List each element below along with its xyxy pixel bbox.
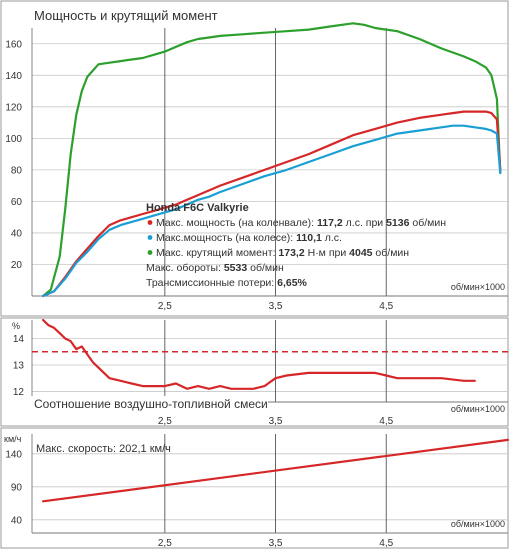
- legend-entry-suffix: об/мин: [373, 247, 410, 259]
- legend-items: Макс. мощность (на коленвале): 117,2 л.с…: [146, 217, 446, 289]
- y-tick-label: 140: [5, 71, 22, 82]
- x-axis-label: об/мин×1000: [451, 282, 505, 292]
- legend-entry-prefix: Макс. мощность (на коленвале):: [156, 217, 317, 229]
- y-tick-label: 140: [5, 449, 22, 460]
- speed-panel: км/ч 40 90 140 2,5 3,5 4,5 Макс. скорость: 2…: [0, 427, 510, 549]
- series-line-power_wheel: [41, 124, 502, 298]
- power-torque-panel: Мощность и крутящий момент 20 40 60 80 100 12…: [0, 0, 509, 317]
- series-group: [41, 438, 510, 503]
- series-group: [41, 318, 476, 390]
- x-tick-label: 2,5: [158, 538, 172, 549]
- legend-entry-mid: л.с.: [322, 232, 342, 244]
- y-tick-label: 100: [5, 134, 22, 145]
- y-tick-label: 90: [11, 482, 23, 493]
- x-axis-label: об/мин×1000: [451, 404, 505, 414]
- y-tick-label: 60: [11, 197, 23, 208]
- x-tick-label: 4,5: [379, 538, 393, 549]
- y-tick-label: 120: [5, 102, 22, 113]
- x-tick-labels: 2,5 3,5 4,5: [158, 416, 394, 427]
- x-axis-label: об/мин×1000: [451, 519, 505, 529]
- legend-extra-prefix: Макс. обороты:: [146, 262, 224, 274]
- max-speed-unit: км/ч: [147, 443, 171, 455]
- x-tick-label: 4,5: [379, 416, 393, 427]
- grid: [31, 28, 508, 297]
- x-tick-label: 2,5: [158, 416, 172, 427]
- legend-entry-value: 173,2: [278, 247, 304, 259]
- legend-marker: [147, 250, 153, 255]
- y-tick-label: 13: [13, 360, 25, 371]
- chart-title: Мощность и крутящий момент: [34, 8, 218, 23]
- legend-entry-prefix: Макс. крутящий момент:: [156, 247, 278, 259]
- legend: Honda F6C Valkyrie Макс. мощность (на ко…: [146, 202, 446, 289]
- y-tick-labels: 12 13 14: [13, 334, 25, 398]
- grid: [31, 320, 508, 403]
- legend-entry: Макс. крутящий момент: 173,2 Н·м при 404…: [156, 247, 409, 259]
- chart-title: Соотношение воздушно-топливной смеси: [34, 397, 268, 411]
- grid: [31, 434, 508, 534]
- afr-panel: % 12 13 14 2,5 3,5 4,5 Соотношение воздушно-…: [0, 317, 509, 427]
- legend-extra-suffix: об/мин: [247, 262, 284, 274]
- legend-marker: [147, 235, 153, 240]
- legend-extra: Трансмиссионные потери: 6,65%: [146, 277, 308, 289]
- x-tick-labels: 2,5 3,5 4,5: [158, 538, 394, 549]
- panel-frame: [0, 427, 509, 549]
- series-line-power_crank: [41, 110, 502, 298]
- panel-frame: [0, 317, 509, 427]
- legend-extra: Макс. обороты: 5533 об/мин: [146, 262, 284, 274]
- y-tick-label: 20: [11, 260, 23, 271]
- y-tick-label: 80: [11, 165, 23, 176]
- x-tick-label: 3,5: [269, 538, 283, 549]
- legend-entry-value2: 4045: [349, 247, 373, 259]
- x-tick-label: 3,5: [269, 416, 283, 427]
- panel-frame: [0, 0, 509, 317]
- y-tick-label: 40: [11, 515, 23, 526]
- legend-entry: Макс.мощность (на колесе): 110,1 л.с.: [156, 232, 342, 244]
- x-tick-label: 2,5: [158, 301, 172, 312]
- legend-entry-suffix: об/мин: [409, 217, 446, 229]
- legend-entry-value2: 5136: [386, 217, 410, 229]
- series-line-speed: [41, 438, 510, 503]
- series-line-afr: [41, 318, 476, 390]
- y-axis-label: %: [12, 321, 20, 331]
- x-tick-labels: 2,5 3,5 4,5: [158, 301, 394, 312]
- title-background: [30, 396, 268, 412]
- legend-entry: Макс. мощность (на коленвале): 117,2 л.с…: [156, 217, 446, 229]
- series-line-torque: [41, 22, 502, 298]
- legend-entry-mid: Н·м при: [305, 247, 349, 259]
- legend-title: Honda F6C Valkyrie: [146, 202, 249, 214]
- y-tick-labels: 40 90 140: [5, 449, 22, 526]
- x-tick-label: 3,5: [269, 301, 283, 312]
- y-tick-labels: 20 40 60 80 100 120 140 160: [5, 39, 22, 271]
- max-speed-prefix: Макс. скорость:: [36, 443, 119, 455]
- max-speed-annotation: Макс. скорость: 202,1 км/ч: [36, 443, 171, 455]
- max-speed-value: 202,1: [119, 443, 147, 455]
- legend-entry-value: 117,2: [317, 217, 343, 229]
- legend-extra-prefix: Трансмиссионные потери:: [146, 277, 277, 289]
- series-group: [41, 22, 502, 298]
- legend-entry-mid: л.с. при: [343, 217, 386, 229]
- legend-marker: [147, 220, 153, 225]
- y-tick-label: 40: [11, 228, 23, 239]
- legend-extra-value: 6,65%: [277, 277, 307, 289]
- y-axis-label: км/ч: [4, 434, 22, 444]
- x-tick-label: 4,5: [379, 301, 393, 312]
- legend-extra-value: 5533: [224, 262, 248, 274]
- y-tick-label: 14: [13, 334, 25, 345]
- legend-entry-prefix: Макс.мощность (на колесе):: [156, 232, 296, 244]
- y-tick-label: 160: [5, 39, 22, 50]
- y-tick-label: 12: [13, 387, 25, 398]
- legend-entry-value: 110,1: [296, 232, 322, 244]
